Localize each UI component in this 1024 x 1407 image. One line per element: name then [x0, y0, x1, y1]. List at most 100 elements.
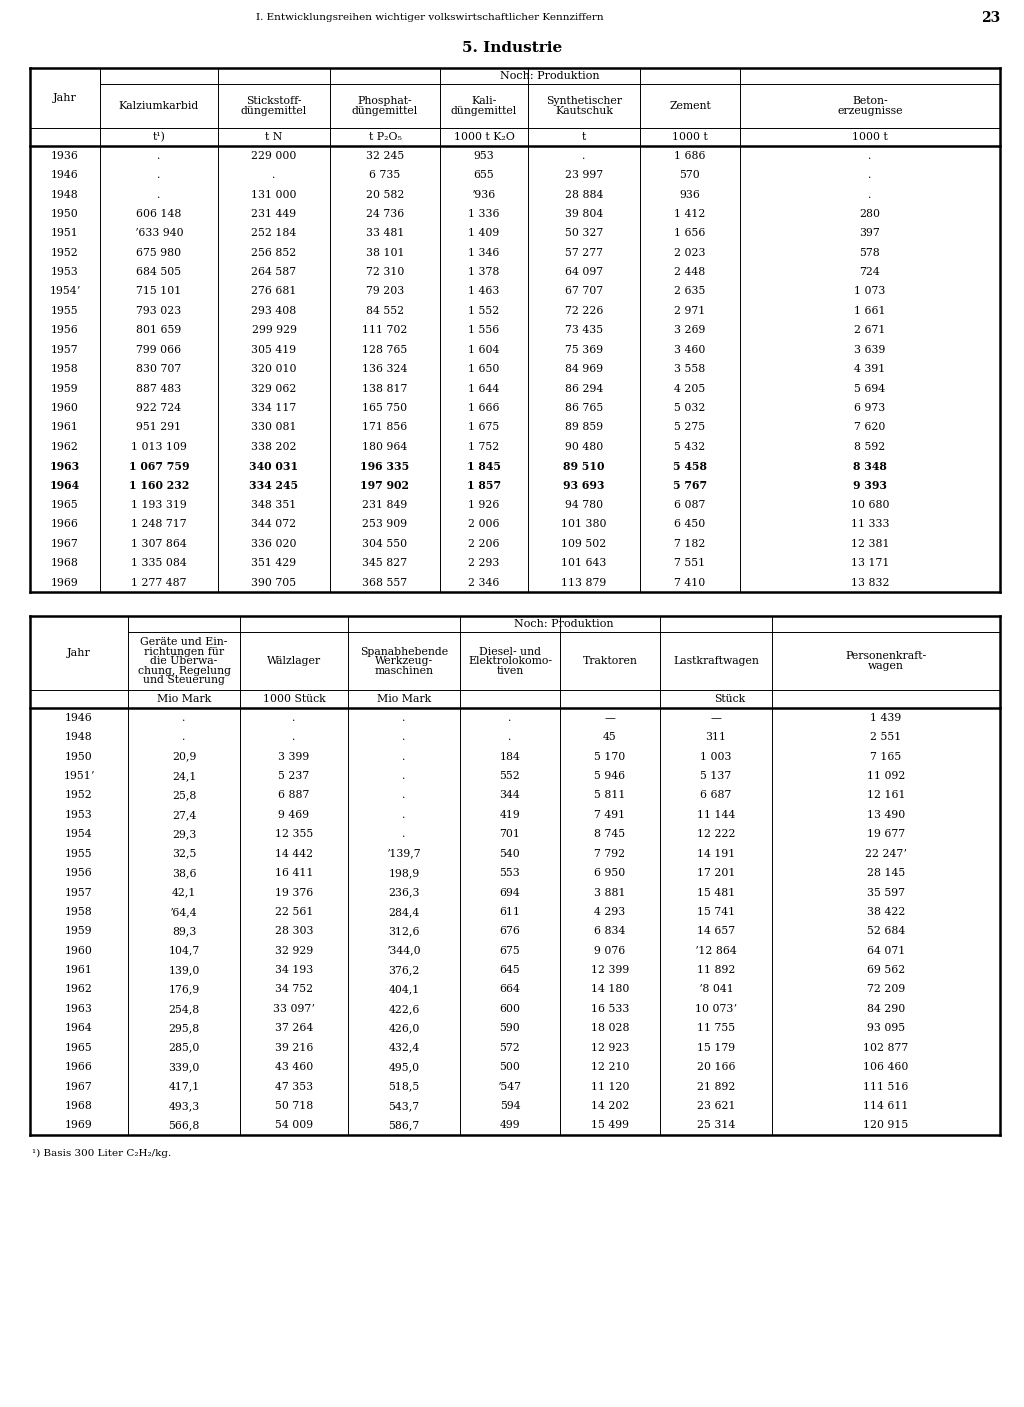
Text: 1960: 1960	[51, 402, 79, 412]
Text: 14 180: 14 180	[591, 985, 629, 995]
Text: 37 264: 37 264	[274, 1023, 313, 1033]
Text: 2 551: 2 551	[870, 732, 901, 743]
Text: 2 206: 2 206	[468, 539, 500, 549]
Text: 1 666: 1 666	[468, 402, 500, 412]
Text: 830 707: 830 707	[136, 364, 181, 374]
Text: Phosphat-: Phosphat-	[357, 97, 413, 107]
Text: 334 117: 334 117	[251, 402, 297, 412]
Text: 1000 t: 1000 t	[852, 132, 888, 142]
Text: düngemittel: düngemittel	[352, 106, 418, 115]
Text: 89,3: 89,3	[172, 926, 197, 936]
Text: 197 902: 197 902	[360, 480, 410, 491]
Text: 8 592: 8 592	[854, 442, 886, 452]
Text: 93 693: 93 693	[563, 480, 605, 491]
Text: Lastkraftwagen: Lastkraftwagen	[673, 656, 759, 666]
Text: 344 072: 344 072	[252, 519, 297, 529]
Text: 936: 936	[680, 190, 700, 200]
Text: 329 062: 329 062	[251, 384, 297, 394]
Text: maschinen: maschinen	[375, 666, 433, 675]
Text: 1962: 1962	[66, 985, 93, 995]
Text: 284,4: 284,4	[388, 908, 420, 917]
Text: 27,4: 27,4	[172, 810, 197, 820]
Text: 655: 655	[474, 170, 495, 180]
Text: .: .	[868, 170, 871, 180]
Text: die Überwa-: die Überwa-	[151, 656, 218, 667]
Text: 1960: 1960	[66, 946, 93, 955]
Text: 11 755: 11 755	[697, 1023, 735, 1033]
Text: 16 411: 16 411	[274, 868, 313, 878]
Text: 7 491: 7 491	[595, 810, 626, 820]
Text: 11 892: 11 892	[696, 965, 735, 975]
Text: 1963: 1963	[66, 1005, 93, 1014]
Text: 1 378: 1 378	[468, 267, 500, 277]
Text: 3 639: 3 639	[854, 345, 886, 355]
Text: 57 277: 57 277	[565, 248, 603, 257]
Text: 715 101: 715 101	[136, 287, 181, 297]
Text: 801 659: 801 659	[136, 325, 181, 335]
Text: 1955: 1955	[51, 305, 79, 317]
Text: 102 877: 102 877	[863, 1043, 908, 1052]
Text: 72 209: 72 209	[867, 985, 905, 995]
Text: 1956: 1956	[51, 325, 79, 335]
Text: 6 887: 6 887	[279, 791, 309, 801]
Text: 312,6: 312,6	[388, 926, 420, 936]
Text: 180 964: 180 964	[362, 442, 408, 452]
Text: 1967: 1967	[51, 539, 79, 549]
Text: .: .	[292, 713, 296, 723]
Text: 39 216: 39 216	[274, 1043, 313, 1052]
Text: ʼ547: ʼ547	[498, 1082, 522, 1092]
Text: 1948: 1948	[51, 190, 79, 200]
Text: 38 101: 38 101	[366, 248, 404, 257]
Text: 1 307 864: 1 307 864	[131, 539, 186, 549]
Text: 139,0: 139,0	[168, 965, 200, 975]
Text: ʼ633 940: ʼ633 940	[135, 228, 183, 238]
Text: 594: 594	[500, 1100, 520, 1112]
Text: 2 023: 2 023	[674, 248, 706, 257]
Text: 231 449: 231 449	[252, 208, 297, 219]
Text: 252 184: 252 184	[251, 228, 297, 238]
Text: 7 792: 7 792	[595, 848, 626, 858]
Text: 3 399: 3 399	[279, 751, 309, 761]
Text: 14 442: 14 442	[274, 848, 313, 858]
Text: .: .	[402, 713, 406, 723]
Text: 34 752: 34 752	[274, 985, 313, 995]
Text: 20 582: 20 582	[366, 190, 404, 200]
Text: 3 881: 3 881	[594, 888, 626, 898]
Text: 1946: 1946	[66, 713, 93, 723]
Text: 6 450: 6 450	[675, 519, 706, 529]
Text: .: .	[292, 732, 296, 743]
Text: 17 201: 17 201	[696, 868, 735, 878]
Text: ʼ936: ʼ936	[472, 190, 496, 200]
Text: 5 946: 5 946	[595, 771, 626, 781]
Text: .: .	[402, 829, 406, 840]
Text: 45: 45	[603, 732, 616, 743]
Text: Stickstoff-: Stickstoff-	[246, 97, 302, 107]
Text: 79 203: 79 203	[366, 287, 404, 297]
Text: 340 031: 340 031	[250, 460, 299, 471]
Text: 2 971: 2 971	[675, 305, 706, 317]
Text: 1966: 1966	[66, 1062, 93, 1072]
Text: 1 013 109: 1 013 109	[131, 442, 187, 452]
Text: 339,0: 339,0	[168, 1062, 200, 1072]
Text: 953: 953	[474, 151, 495, 160]
Text: 2 293: 2 293	[468, 559, 500, 568]
Text: 109 502: 109 502	[561, 539, 606, 549]
Text: 7 410: 7 410	[675, 577, 706, 588]
Text: 196 335: 196 335	[360, 460, 410, 471]
Text: 14 191: 14 191	[697, 848, 735, 858]
Text: 1965: 1965	[51, 499, 79, 509]
Text: t N: t N	[265, 132, 283, 142]
Text: 25 314: 25 314	[697, 1120, 735, 1130]
Text: 1951: 1951	[51, 228, 79, 238]
Text: 419: 419	[500, 810, 520, 820]
Text: 684 505: 684 505	[136, 267, 181, 277]
Text: .: .	[868, 151, 871, 160]
Text: 93 095: 93 095	[867, 1023, 905, 1033]
Text: .: .	[402, 732, 406, 743]
Text: 89 859: 89 859	[565, 422, 603, 432]
Text: 1 463: 1 463	[468, 287, 500, 297]
Text: 5 137: 5 137	[700, 771, 731, 781]
Text: 922 724: 922 724	[136, 402, 181, 412]
Text: .: .	[583, 151, 586, 160]
Text: 1964: 1964	[66, 1023, 93, 1033]
